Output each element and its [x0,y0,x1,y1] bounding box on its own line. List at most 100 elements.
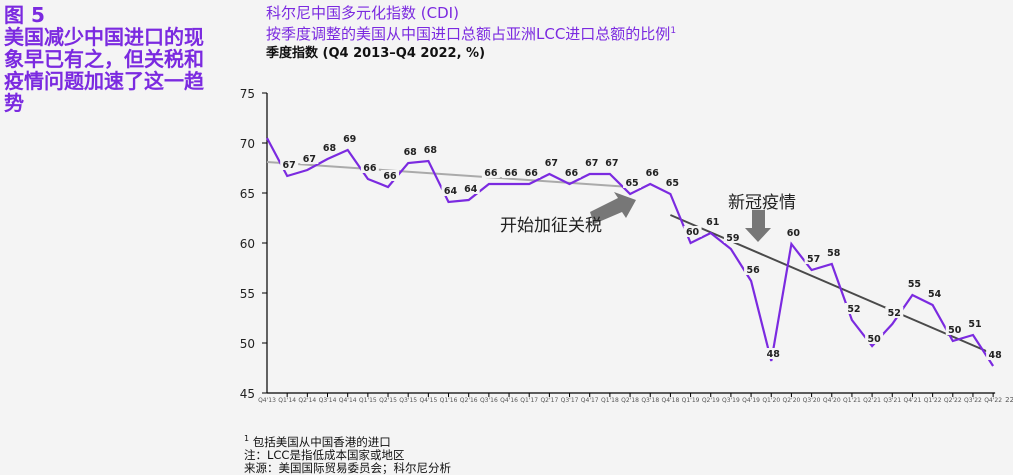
y-tick-label: 65 [240,187,255,201]
data-label: 64 [444,186,458,197]
x-tick-label: Q3'22 [964,397,982,404]
data-label: 67 [545,158,558,169]
data-label: 67 [605,158,618,169]
data-label: 66 [525,168,539,179]
data-label: 66 [484,168,498,179]
data-label: 66 [565,168,579,179]
cdi-series [266,137,995,367]
svg-text:22: 22 [1005,396,1013,404]
x-tick-label: Q3'19 [722,397,740,404]
data-label: 68 [404,147,418,158]
data-label: 52 [888,308,901,319]
x-tick-label: Q1'22 [924,397,942,404]
data-label: 56 [746,265,760,276]
x-tick-label: Q3'17 [561,397,579,404]
x-tick-label: Q1'17 [520,397,538,404]
data-label: 66 [646,168,660,179]
data-label: 50 [867,334,881,345]
data-label: 48 [989,350,1003,361]
x-tick-label: Q2'17 [540,397,558,404]
data-label: 65 [666,178,679,189]
data-label: 65 [625,178,638,189]
data-label: 68 [424,145,438,156]
data-label: 69 [343,134,356,145]
x-tick-label: Q1'20 [762,397,780,404]
chart-notes: 1 包括美国从中国香港的进口 注：LCC是指低成本国家或地区 来源：美国国际贸易… [244,432,451,475]
data-label: 60 [787,228,801,239]
data-label: 68 [323,143,337,154]
x-tick-label: Q4'21 [904,397,922,404]
x-tick-label: Q4'18 [661,397,679,404]
figure-headline-text: 美国减少中国进口的现象早已有之，但关税和疫情问题加速了这一趋势 [4,25,204,115]
figure-number: 图 5 [4,3,45,27]
data-label: 60 [686,227,700,238]
covid-arrow-icon [745,210,771,242]
figure-headline: 图 5 美国减少中国进口的现象早已有之，但关税和疫情问题加速了这一趋势 [4,4,219,114]
x-tick-label: Q2'19 [702,397,720,404]
source: 来源：美国国际贸易委员会；科尔尼分析 [244,460,451,475]
data-label: 67 [303,154,316,165]
x-tick-label: Q3'18 [641,397,659,404]
chart-title-line2-text: 按季度调整的美国从中国进口总额占亚洲LCC进口总额的比例 [266,25,671,43]
trend-lines [266,161,994,355]
tariff-arrow-icon [590,192,636,224]
x-tick-label: Q4'16 [500,397,518,404]
data-label: 51 [968,319,981,330]
x-tick-label: Q4'15 [419,397,437,404]
note: 注：LCC是指低成本国家或地区 [244,447,405,462]
x-tick-label: Q1'16 [440,397,458,404]
y-tick-label: 50 [240,337,255,351]
data-label: 52 [847,304,860,315]
x-tick-label: Q2'14 [298,397,316,404]
chart-title-line1: 科尔尼中国多元化指数 (CDI) [266,4,459,22]
cdi-line [266,137,995,367]
footnote-ref: 1 [670,26,677,36]
y-tick-label: 60 [240,237,255,251]
covid-annotation: 新冠疫情 [728,193,796,213]
y-tick-label: 55 [240,287,255,301]
x-tick-label: Q1'18 [601,397,619,404]
data-label: 59 [726,233,739,244]
x-tick-label: Q4'20 [823,397,841,404]
x-tick-label: Q4'17 [581,397,599,404]
x-tick-label: Q2'18 [621,397,639,404]
y-tick-label: 70 [240,137,255,151]
data-label: 55 [908,279,921,290]
x-tick-label: Q1'15 [359,397,377,404]
data-label: 54 [928,289,942,300]
x-tick-label: Q3'14 [319,397,337,404]
chart-title-line2: 按季度调整的美国从中国进口总额占亚洲LCC进口总额的比例1 [266,22,676,43]
x-tick-label: Q3'15 [399,397,417,404]
x-tick-label: Q4'19 [742,397,760,404]
chart-subtitle: 季度指数 (Q4 2013–Q4 2022, %) [266,46,486,61]
x-tick-label: Q2'15 [379,397,397,404]
trend-line-post [670,214,994,355]
data-label: 66 [504,168,518,179]
x-tick-label: Q3'16 [480,397,498,404]
x-tick-label: Q4'14 [339,397,357,404]
x-tick-label: Q3'21 [883,397,901,404]
data-labels: 67 67 68 69 66 66 68 68 64 64 66 66 66 67 66 67 67 65 66 65… [280,133,1005,361]
data-label: 61 [706,217,719,228]
x-tick-label: Q2'20 [783,397,801,404]
chart-title: 科尔尼中国多元化指数 (CDI) 按季度调整的美国从中国进口总额占亚洲LCC进口… [266,4,676,43]
x-tick-label: Q3'20 [803,397,821,404]
annotation-arrows [590,192,771,242]
data-label: 66 [383,171,397,182]
y-tick-label: 45 [240,387,255,401]
y-tick-label: 75 [240,87,255,101]
x-tick-label: Q2'22 [944,397,962,404]
data-label: 66 [363,163,377,174]
data-label: 64 [464,184,478,195]
data-label: 50 [948,325,962,336]
x-tick-label: Q1'21 [843,397,861,404]
footnote: 1 包括美国从中国香港的进口 [244,434,391,449]
x-tick-label: Q1'19 [682,397,700,404]
x-tick-label: Q4'13 [258,397,276,404]
data-label: 57 [807,254,820,265]
data-label: 67 [585,158,598,169]
x-tick-label: Q2'16 [460,397,478,404]
tariff-annotation: 开始加征关税 [500,216,602,236]
